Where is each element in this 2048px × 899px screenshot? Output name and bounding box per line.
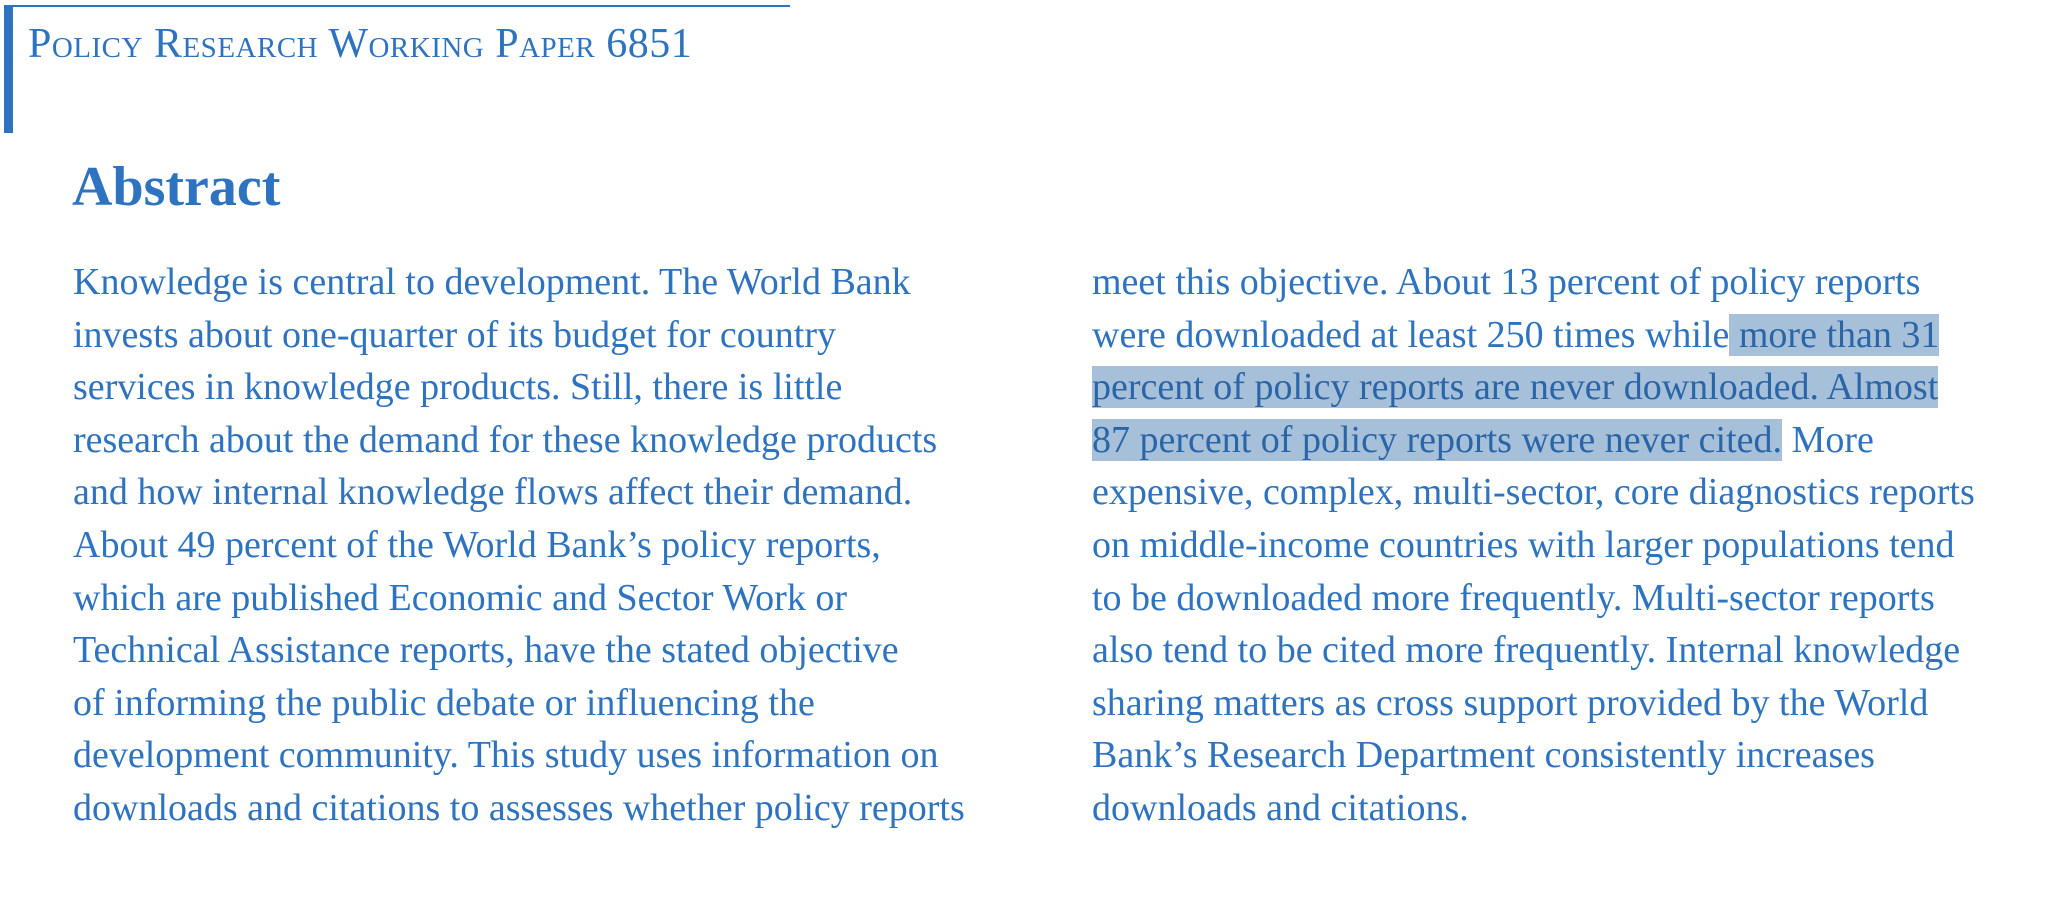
selected-text[interactable]: percent of policy reports are never down…	[1092, 366, 1939, 409]
selected-text[interactable]: 87 percent of policy reports were never …	[1092, 418, 1783, 461]
paper-series-title: Policy Research Working Paper 6851	[28, 21, 693, 67]
abstract-line: percent of policy reports are never down…	[1092, 361, 2048, 414]
abstract-line: research about the demand for these know…	[73, 418, 938, 461]
abstract-line: Technical Assistance reports, have the s…	[73, 629, 899, 672]
abstract-line: sharing matters as cross support provide…	[1092, 681, 1929, 724]
abstract-line: Knowledge is central to development. The…	[73, 261, 911, 303]
abstract-line: 87 percent of policy reports were never …	[1092, 414, 2048, 467]
abstract-line: of informing the public debate or influe…	[73, 681, 815, 724]
abstract-line: to be downloaded more frequently. Multi-…	[1092, 576, 1935, 619]
header-rule	[4, 5, 790, 7]
abstract-text: were downloaded at least 250 times while	[1092, 313, 1730, 356]
abstract-line: Bank’s Research Department consistently …	[1092, 734, 1875, 777]
abstract-line: development community. This study uses i…	[73, 734, 939, 777]
abstract-line: which are published Economic and Sector …	[73, 576, 847, 619]
abstract-heading: Abstract	[72, 156, 281, 218]
abstract-line: About 49 percent of the World Bank’s pol…	[73, 523, 881, 566]
abstract-line: meet this objective. About 13 percent of…	[1092, 261, 1921, 303]
abstract-line: invests about one-quarter of its budget …	[73, 313, 836, 356]
abstract-line: services in knowledge products. Still, t…	[73, 366, 843, 409]
header-accent-bar	[4, 5, 13, 133]
abstract-text: More	[1782, 418, 1874, 461]
abstract-line: on middle-income countries with larger p…	[1092, 523, 1955, 566]
abstract-line: also tend to be cited more frequently. I…	[1092, 629, 1961, 672]
abstract-line: downloads and citations.	[1092, 786, 1469, 829]
abstract-line: were downloaded at least 250 times while…	[1092, 309, 2048, 362]
abstract-line: expensive, complex, multi-sector, core d…	[1092, 471, 1975, 514]
abstract-right-column: meet this objective. About 13 percent of…	[1092, 256, 2048, 835]
selected-text[interactable]: more than 31	[1729, 313, 1940, 356]
abstract-left-column: Knowledge is central to development. The…	[73, 256, 1083, 835]
abstract-line: downloads and citations to assesses whet…	[73, 786, 965, 829]
abstract-line: and how internal knowledge flows affect …	[73, 471, 913, 514]
